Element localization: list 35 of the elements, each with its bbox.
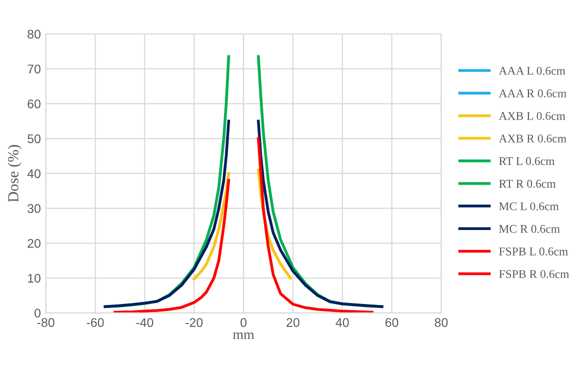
x-tick-label: 40 — [336, 318, 349, 327]
y-tick-label: 20 — [28, 238, 40, 248]
line-series — [192, 172, 230, 280]
legend-label: AXB R 0.6cm — [498, 134, 566, 143]
y-tick-label: 10 — [28, 274, 40, 283]
line-series — [104, 120, 230, 308]
x-tick-label: -80 — [37, 318, 54, 327]
y-tick-label: 50 — [28, 134, 40, 144]
y-tick-label: 80 — [28, 30, 40, 39]
legend-label: MC R 0.6cm — [499, 224, 560, 233]
legend-label: RT R 0.6cm — [499, 180, 556, 188]
legend-label: MC L 0.6cm — [499, 202, 559, 210]
line-series — [256, 137, 374, 313]
x-tick-label: -40 — [136, 318, 154, 327]
x-tick-label: -60 — [86, 318, 104, 327]
x-axis-title: mm — [233, 332, 254, 340]
x-tick-label: 80 — [434, 318, 448, 327]
legend-label: AAA R 0.6cm — [498, 89, 566, 98]
x-tick-label: 0 — [240, 318, 247, 327]
legend-label: FSPB L 0.6cm — [499, 247, 568, 256]
legend-label: RT L 0.6cm — [499, 157, 555, 166]
legend-label: AXB L 0.6cm — [498, 112, 566, 120]
line-series — [114, 179, 230, 313]
x-tick-label: 20 — [286, 318, 300, 327]
y-tick-label: 70 — [28, 64, 40, 74]
legend-label: FSPB R 0.6cm — [499, 270, 570, 278]
y-tick-label: 0 — [34, 308, 40, 318]
x-tick-label: -20 — [186, 318, 203, 327]
y-axis-title: Dose (%) — [8, 145, 22, 202]
y-tick-label: 30 — [28, 204, 40, 213]
x-tick-label: 60 — [385, 318, 398, 327]
line-series — [256, 120, 384, 308]
y-tick-label: 60 — [28, 99, 40, 108]
legend-label: AAA L 0.6cm — [498, 66, 566, 75]
y-tick-label: 40 — [27, 169, 40, 178]
